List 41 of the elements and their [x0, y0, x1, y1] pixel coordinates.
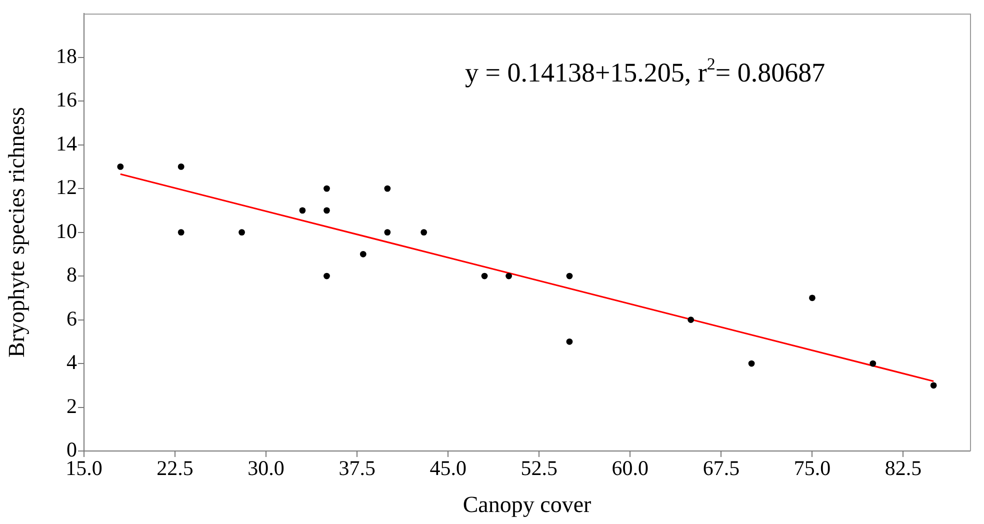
- point: [178, 229, 184, 236]
- y-tick-label: 4: [66, 350, 78, 374]
- point: [384, 185, 391, 192]
- point: [324, 185, 330, 192]
- x-tick-label: 60.0: [612, 456, 649, 480]
- point: [870, 360, 876, 367]
- point: [930, 382, 937, 389]
- x-tick-label: 67.5: [702, 456, 740, 480]
- y-axis-title: Bryophyte species richness: [4, 107, 29, 358]
- y-tick-label: 10: [56, 218, 77, 243]
- x-tick-label: 22.5: [156, 456, 194, 480]
- point: [384, 229, 391, 236]
- y-tick-label: 6: [66, 306, 77, 330]
- point: [506, 272, 512, 280]
- point: [299, 207, 306, 214]
- point: [566, 338, 573, 345]
- x-tick-label: 52.5: [520, 456, 558, 480]
- point: [324, 207, 330, 214]
- point: [566, 272, 573, 280]
- point: [688, 316, 694, 323]
- point: [178, 163, 184, 170]
- x-tick-label: 30.0: [248, 456, 284, 480]
- x-tick-label: 37.5: [338, 456, 376, 480]
- point: [420, 229, 428, 236]
- point: [324, 272, 330, 280]
- y-tick-label: 18: [56, 44, 77, 68]
- y-tick-label: 16: [56, 88, 77, 112]
- y-tick-label: 2: [66, 394, 77, 418]
- y-tick-label: 8: [66, 262, 77, 287]
- y-tick-label: 12: [56, 175, 77, 200]
- x-tick-label: 45.0: [430, 456, 466, 480]
- point: [481, 272, 488, 280]
- x-tick-label: 75.0: [794, 456, 831, 480]
- x-tick-label: 82.5: [884, 456, 922, 480]
- point: [117, 163, 124, 170]
- x-axis-title: Canopy cover: [462, 492, 592, 518]
- y-tick-label: 14: [56, 131, 78, 156]
- point: [238, 229, 245, 236]
- point: [360, 250, 366, 258]
- point: [809, 294, 816, 302]
- point: [748, 360, 755, 367]
